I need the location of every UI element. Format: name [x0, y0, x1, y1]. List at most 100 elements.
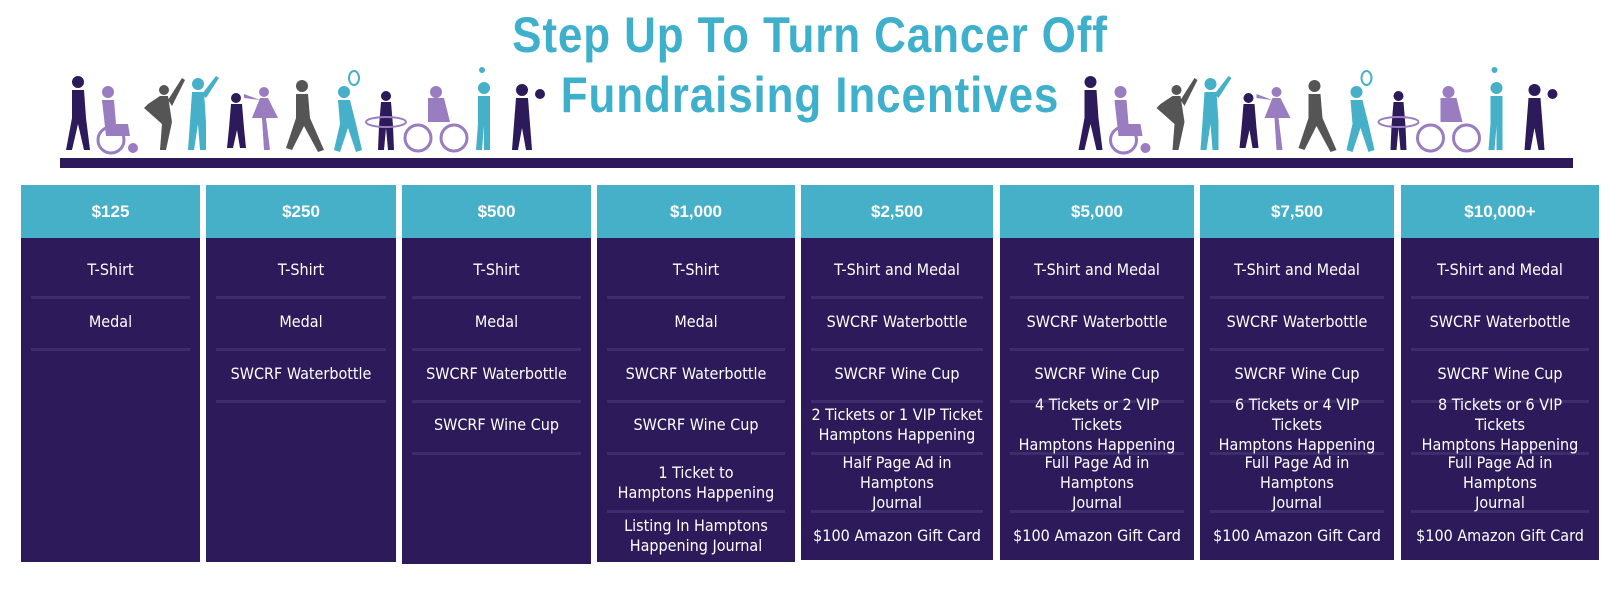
tier-item: Listing In Hamptons Happening Journal [607, 516, 785, 556]
row-divider [1411, 452, 1589, 455]
tier-item: SWCRF Wine Cup [811, 354, 983, 394]
tier-item-text: T-Shirt [87, 260, 134, 279]
row-divider [216, 400, 386, 403]
row-divider [1411, 296, 1589, 299]
tier-item: $100 Amazon Gift Card [1411, 516, 1589, 556]
tier-column: $250 T-Shirt Medal SWCRF Waterbottle [206, 185, 396, 562]
tier-amount: $1,000 [597, 185, 795, 238]
row-divider [607, 452, 785, 455]
row-divider [607, 296, 785, 299]
tier-item: Full Page Ad in Hamptons Journal [1210, 453, 1384, 512]
row-divider [811, 296, 983, 299]
tier-item-text: Listing In Hamptons Happening Journal [624, 516, 768, 555]
tier-item-text: SWCRF Waterbottle [426, 364, 567, 383]
tier-item-text: 8 Tickets or 6 VIP Tickets Hamptons Happe… [1421, 395, 1579, 454]
row-divider [412, 348, 581, 351]
tier-item: 4 Tickets or 2 VIP Tickets Hamptons Happe… [1010, 395, 1184, 454]
row-divider [1010, 296, 1184, 299]
tier-column: $500 T-Shirt Medal SWCRF Waterbottle SWCRF W… [402, 185, 591, 564]
tier-item: T-Shirt and Medal [1411, 250, 1589, 290]
row-divider [1010, 400, 1184, 403]
tier-item: T-Shirt and Medal [1210, 250, 1384, 290]
tier-amount: $10,000+ [1401, 185, 1599, 238]
tier-item-text: T-Shirt and Medal [1437, 260, 1563, 279]
row-divider [811, 400, 983, 403]
tier-item-text: SWCRF Wine Cup [1437, 364, 1563, 383]
tier-item: Half Page Ad in Hamptons Journal [811, 453, 983, 512]
tier-item-text: SWCRF Wine Cup [433, 415, 560, 434]
tier-item: T-Shirt [31, 250, 190, 290]
row-divider [1210, 400, 1384, 403]
tier-item-text: Half Page Ad in Hamptons Journal [842, 453, 952, 512]
tier-amount: $7,500 [1200, 185, 1394, 238]
row-divider [811, 348, 983, 351]
tier-item: SWCRF Waterbottle [1010, 302, 1184, 342]
tier-item-text: Full Page Ad in Hamptons Journal [1044, 453, 1150, 512]
row-divider [31, 348, 190, 351]
tier-item: Medal [412, 302, 581, 342]
tier-item-text: Medal [674, 312, 718, 331]
tier-column: $7,500 T-Shirt and Medal SWCRF Waterbottle… [1200, 185, 1394, 560]
tier-item: SWCRF Wine Cup [607, 405, 785, 445]
tier-item: $100 Amazon Gift Card [811, 516, 983, 556]
tier-item: T-Shirt and Medal [1010, 250, 1184, 290]
row-divider [1210, 348, 1384, 351]
tier-item-text: Medal [88, 312, 133, 331]
tier-item: T-Shirt [412, 250, 581, 290]
row-divider [1010, 348, 1184, 351]
tier-item-text: T-Shirt and Medal [834, 260, 960, 279]
tier-item-text: T-Shirt and Medal [1034, 260, 1160, 279]
tier-amount: $500 [402, 185, 591, 238]
tier-item-text: SWCRF Waterbottle [1026, 312, 1168, 331]
tier-column: $5,000 T-Shirt and Medal SWCRF Waterbottle… [1000, 185, 1194, 560]
row-divider [1210, 452, 1384, 455]
tier-item: Medal [216, 302, 386, 342]
row-divider [1210, 510, 1384, 513]
tier-item: SWCRF Wine Cup [1210, 354, 1384, 394]
tier-item: Medal [607, 302, 785, 342]
tier-item: $100 Amazon Gift Card [1210, 516, 1384, 556]
tier-item: T-Shirt and Medal [811, 250, 983, 290]
tier-item-text: SWCRF Waterbottle [826, 312, 968, 331]
tier-item: $100 Amazon Gift Card [1010, 516, 1184, 556]
tier-item: Full Page Ad in Hamptons Journal [1411, 453, 1589, 512]
tier-item: SWCRF Wine Cup [412, 405, 581, 445]
row-divider [1010, 510, 1184, 513]
tier-item-text: $100 Amazon Gift Card [1416, 526, 1584, 545]
tier-item: SWCRF Wine Cup [1411, 354, 1589, 394]
row-divider [1411, 348, 1589, 351]
tier-item-text: 4 Tickets or 2 VIP Tickets Hamptons Happe… [1018, 395, 1176, 454]
row-divider [412, 296, 581, 299]
tier-item-text: SWCRF Wine Cup [1034, 364, 1160, 383]
row-divider [412, 452, 581, 455]
tier-item: SWCRF Waterbottle [607, 354, 785, 394]
tier-column: $10,000+ T-Shirt and Medal SWCRF Waterbott… [1401, 185, 1599, 560]
tier-item: Medal [31, 302, 190, 342]
tier-amount: $2,500 [801, 185, 993, 238]
tier-item-text: T-Shirt and Medal [1234, 260, 1360, 279]
tier-item: SWCRF Waterbottle [412, 354, 581, 394]
tier-item-text: Full Page Ad in Hamptons Journal [1244, 453, 1350, 512]
tier-item: 1 Ticket to Hamptons Happening [607, 463, 785, 503]
tier-item-text: SWCRF Wine Cup [834, 364, 960, 383]
tier-item-text: SWCRF Wine Cup [1234, 364, 1360, 383]
tier-item-text: T-Shirt [277, 260, 325, 279]
row-divider [1010, 452, 1184, 455]
row-divider [31, 296, 190, 299]
tier-item-text: Medal [279, 312, 323, 331]
tier-item-text: Full Page Ad in Hamptons Journal [1447, 453, 1553, 512]
tier-item-text: 1 Ticket to Hamptons Happening [617, 463, 775, 502]
tier-item: SWCRF Wine Cup [1010, 354, 1184, 394]
row-divider [811, 510, 983, 513]
tier-column: $125 T-Shirt Medal [21, 185, 200, 562]
row-divider [607, 348, 785, 351]
athlete-silhouettes-left [56, 66, 556, 160]
tier-item: SWCRF Waterbottle [1210, 302, 1384, 342]
tier-item-text: SWCRF Waterbottle [625, 364, 767, 383]
row-divider [412, 400, 581, 403]
tier-item: T-Shirt [607, 250, 785, 290]
tier-column: $1,000 T-Shirt Medal SWCRF Waterbottle SWCRF… [597, 185, 795, 562]
tier-item: SWCRF Waterbottle [1411, 302, 1589, 342]
tier-item-text: SWCRF Waterbottle [1429, 312, 1571, 331]
athlete-silhouettes-right-icon [1077, 65, 1559, 155]
